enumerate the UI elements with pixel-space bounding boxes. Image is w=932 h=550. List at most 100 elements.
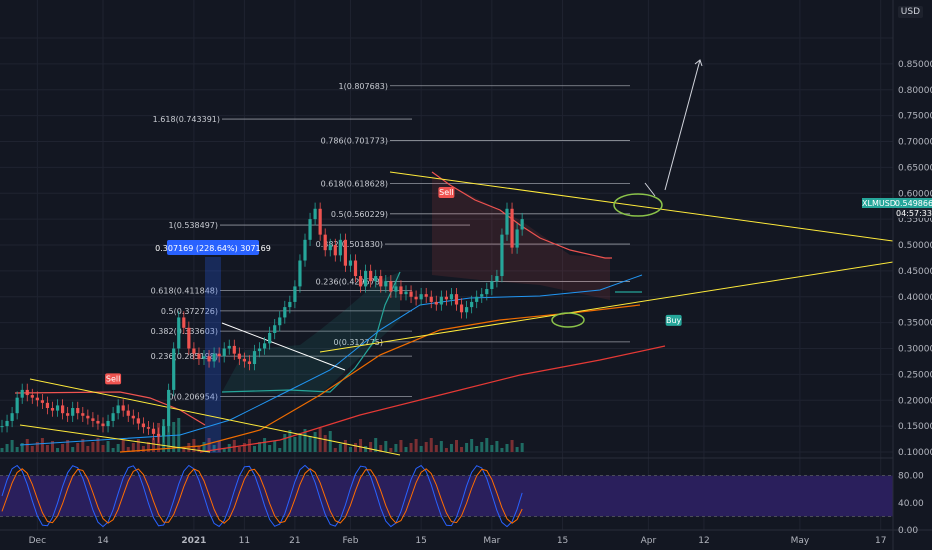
volume-bar [96, 438, 100, 452]
candle-body [66, 413, 70, 416]
candle-body [283, 307, 287, 318]
candle-body [227, 345, 231, 349]
candle-body [470, 301, 474, 308]
candle-body [303, 239, 307, 261]
y-tick-label: 0.650000 [898, 163, 932, 173]
volume-bar [242, 443, 246, 452]
candle-body [379, 276, 383, 287]
candle-body [20, 389, 24, 398]
fib-label: 0.618(0.618628) [321, 180, 388, 189]
candle-body [30, 395, 34, 398]
candle-body [242, 358, 246, 362]
candle-body [465, 307, 469, 313]
trendline-support [319, 261, 894, 353]
candle-body [364, 270, 368, 287]
volume-bar [449, 444, 453, 452]
annotations [551, 59, 703, 328]
candle-body [515, 229, 519, 248]
candle-body [252, 351, 257, 365]
candle-body [15, 397, 19, 414]
candle-body [76, 408, 80, 414]
candle-body [338, 239, 342, 256]
candle-body [177, 317, 181, 349]
candle-body [71, 408, 75, 416]
candle-body [444, 296, 448, 300]
x-tick-label: 21 [289, 536, 300, 546]
candle-body [151, 428, 156, 434]
candle-body [197, 353, 201, 359]
volume-bar [56, 448, 60, 452]
fib-label: 1(0.538497) [168, 221, 218, 230]
volume-bar [465, 443, 469, 452]
stoch-d-line [1, 468, 523, 524]
volume-bar [293, 437, 297, 452]
candle-body [273, 325, 277, 333]
volume-bar [172, 422, 176, 452]
volume-bar [348, 447, 352, 452]
candle-body [510, 208, 514, 248]
volume-bar [237, 447, 241, 452]
candle-body [247, 361, 252, 365]
volume-bar [0, 448, 4, 452]
y-tick-label: 0.500000 [898, 241, 932, 251]
y-tick-label: 0.250000 [898, 370, 932, 380]
volume-bar [258, 442, 262, 452]
volume-bar [515, 447, 519, 452]
candle-body [485, 288, 489, 295]
volume-bar [298, 433, 302, 452]
volume-bar [404, 447, 408, 452]
trendline-resistance [389, 171, 894, 242]
volume-bar [111, 448, 115, 452]
volume-bar [374, 438, 378, 452]
fib-label: 0(0.312775) [333, 338, 383, 347]
y-tick-label: 0.700000 [898, 138, 932, 148]
volume-bar [253, 446, 256, 452]
volume-bar [51, 441, 54, 452]
support-ellipse [551, 312, 585, 328]
currency-label[interactable]: USD [897, 6, 923, 18]
candle-body [222, 348, 226, 357]
volume-bar [414, 439, 418, 452]
candle-body [414, 296, 418, 300]
candle-body [389, 281, 393, 292]
candle-body [399, 286, 403, 295]
volume-bar [278, 448, 282, 452]
symbol-tag-text: XLMUSD [862, 199, 896, 208]
volume-bar [394, 444, 398, 452]
candle-body [288, 301, 292, 308]
signal-label-sell: Sell [106, 374, 120, 383]
volume-bar [202, 442, 206, 452]
signal-badge-sell [105, 373, 122, 385]
rsi-tick-label: 40.00 [898, 499, 924, 509]
volume-bar [364, 446, 368, 452]
candle-body [434, 301, 438, 305]
trend-fills [222, 176, 610, 395]
volume-bar [409, 443, 413, 452]
stoch-rsi-pane [0, 457, 893, 528]
fib-label: 0.236(0.429578) [316, 277, 383, 286]
trendline-flag [19, 424, 211, 453]
fib-label: 0.382(0.501830) [316, 240, 383, 249]
candle-body [207, 356, 211, 362]
volume-bars [0, 418, 524, 452]
x-tick-label: 12 [698, 536, 709, 546]
y-tick-label: 0.600000 [898, 189, 932, 199]
candle-body [232, 345, 236, 354]
candle-body [278, 317, 282, 326]
fib-label: 0.382(0.333603) [151, 327, 218, 336]
volume-bar [384, 441, 388, 452]
x-tick-label: 2021 [181, 536, 206, 546]
rsi-band [0, 475, 893, 517]
volume-bar [268, 445, 272, 452]
candle-body [343, 239, 347, 266]
x-tick-label: Feb [342, 536, 358, 546]
fib-label: 0.5(0.372726) [161, 307, 218, 316]
volume-bar [10, 440, 14, 452]
volume-bar [131, 443, 135, 452]
y-tick-label: 0.100000 [898, 448, 932, 458]
volume-bar [66, 440, 70, 452]
volume-bar [338, 444, 342, 452]
candle-body [50, 408, 55, 411]
candle-body [106, 420, 110, 427]
